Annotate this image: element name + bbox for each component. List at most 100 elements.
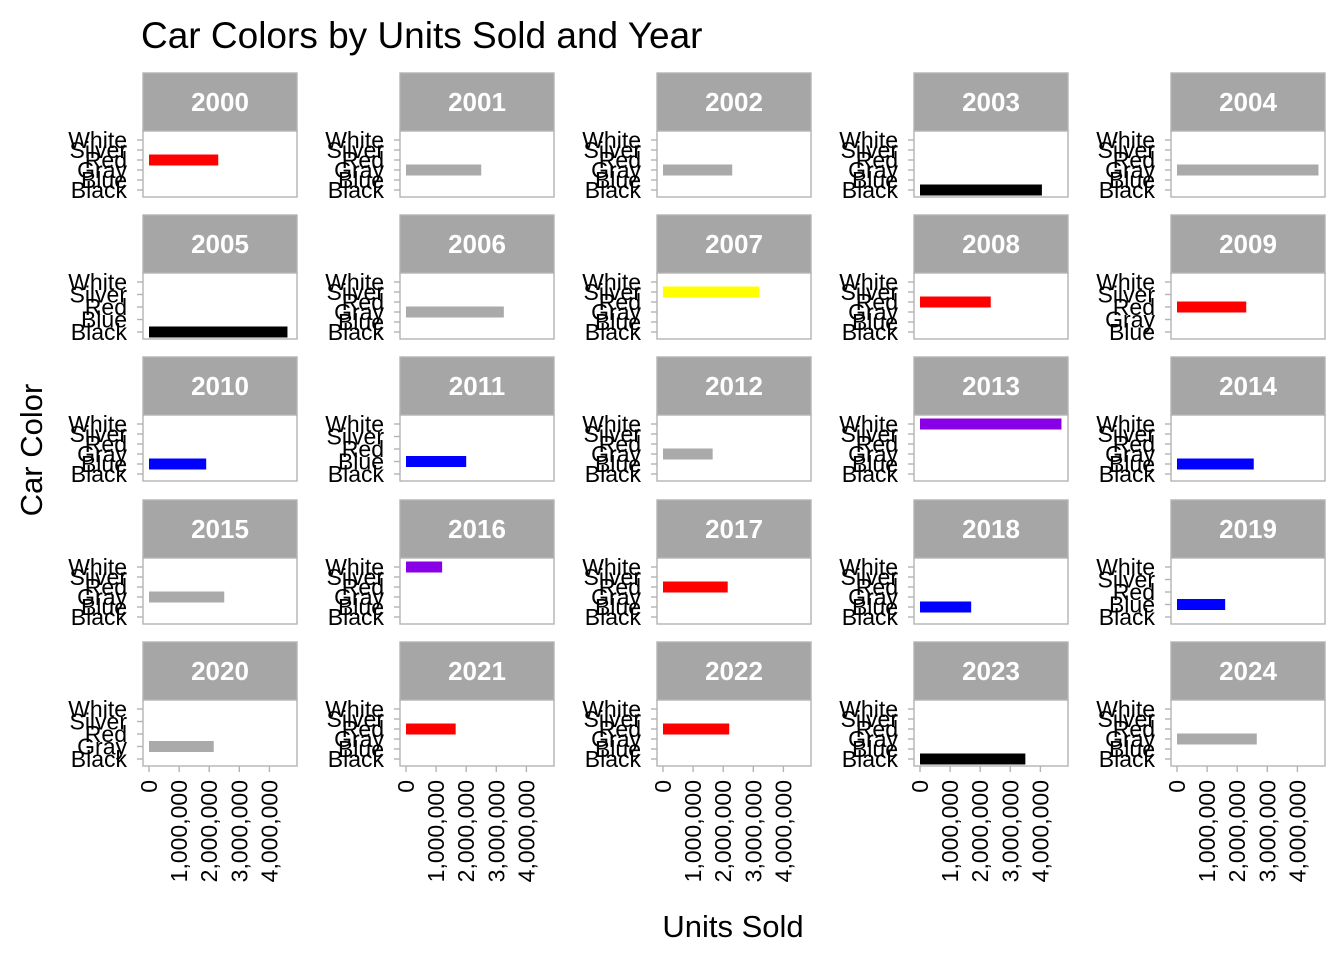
facet-strip-label: 2007 bbox=[705, 229, 763, 259]
facet-strip-label: 2005 bbox=[191, 229, 249, 259]
x-tick-label: 2,000,000 bbox=[1224, 780, 1250, 882]
y-tick-label: White bbox=[325, 554, 384, 580]
y-tick-label: White bbox=[839, 269, 898, 295]
y-tick-label: Silver bbox=[326, 706, 384, 732]
x-tick-label: 4,000,000 bbox=[1284, 780, 1310, 882]
y-tick-label: White bbox=[1096, 269, 1155, 295]
facet-strip-label: 2023 bbox=[962, 656, 1020, 686]
bar-white bbox=[406, 561, 443, 573]
y-tick-label: Gray bbox=[1105, 157, 1155, 183]
y-tick-label: Silver bbox=[69, 421, 127, 447]
facet-strip-label: 2015 bbox=[191, 514, 249, 544]
panel-area bbox=[399, 272, 555, 340]
x-tick-label: 1,000,000 bbox=[1194, 780, 1220, 882]
y-tick-label: Black bbox=[585, 177, 642, 203]
y-tick-label: Silver bbox=[1097, 282, 1155, 308]
x-tick-label: 3,000,000 bbox=[483, 780, 509, 882]
y-tick-label: White bbox=[325, 696, 384, 722]
panel-area bbox=[399, 130, 555, 198]
y-tick-label: Black bbox=[328, 746, 385, 772]
chart-title: Car Colors by Units Sold and Year bbox=[141, 15, 702, 56]
bar-silver bbox=[663, 286, 760, 298]
y-tick-label: Silver bbox=[69, 282, 127, 308]
y-tick-label: Black bbox=[585, 319, 642, 345]
bar-gray bbox=[663, 164, 733, 176]
y-tick-label: Blue bbox=[1109, 319, 1155, 345]
y-tick-label: Blue bbox=[852, 167, 898, 193]
y-tick-label: Blue bbox=[81, 594, 127, 620]
facet-strip bbox=[399, 641, 555, 701]
y-tick-label: White bbox=[1096, 696, 1155, 722]
y-tick-label: Red bbox=[1113, 294, 1155, 320]
y-tick-label: Red bbox=[856, 574, 898, 600]
y-tick-label: Gray bbox=[334, 726, 384, 752]
y-tick-label: Red bbox=[342, 716, 384, 742]
y-tick-label: Gray bbox=[848, 299, 898, 325]
facet-strip-label: 2021 bbox=[448, 656, 506, 686]
y-tick-label: Silver bbox=[583, 564, 641, 590]
y-tick-label: Red bbox=[342, 574, 384, 600]
x-tick-label: 1,000,000 bbox=[937, 780, 963, 882]
facet-strip bbox=[399, 499, 555, 559]
x-tick-label: 2,000,000 bbox=[196, 780, 222, 882]
y-tick-label: Black bbox=[842, 319, 899, 345]
y-tick-label: Silver bbox=[326, 279, 384, 305]
y-tick-label: Blue bbox=[852, 736, 898, 762]
y-tick-label: Blue bbox=[595, 451, 641, 477]
y-tick-label: Blue bbox=[595, 309, 641, 335]
y-tick-label: Red bbox=[1113, 716, 1155, 742]
y-tick-label: Blue bbox=[852, 594, 898, 620]
y-tick-label: White bbox=[68, 554, 127, 580]
panel-area bbox=[656, 130, 812, 198]
y-tick-label: Silver bbox=[840, 421, 898, 447]
panel-area bbox=[142, 414, 298, 482]
y-tick-label: White bbox=[582, 696, 641, 722]
facet-strip bbox=[142, 72, 298, 132]
y-tick-label: Black bbox=[328, 604, 385, 630]
y-tick-label: White bbox=[839, 127, 898, 153]
y-tick-label: Black bbox=[842, 461, 899, 487]
y-axis-title: Car Color bbox=[14, 384, 49, 517]
facet-strip-label: 2019 bbox=[1219, 514, 1277, 544]
y-tick-label: Black bbox=[1099, 177, 1156, 203]
bar-gray bbox=[406, 306, 504, 318]
facet-strip bbox=[142, 499, 298, 559]
y-tick-label: Blue bbox=[81, 167, 127, 193]
bar-gray bbox=[406, 164, 482, 176]
facet-panels: 2000BlackBlueGrayRedSilverWhite2001Black… bbox=[68, 72, 1326, 882]
y-tick-label: Silver bbox=[840, 706, 898, 732]
panel-area bbox=[656, 414, 812, 482]
x-tick-label: 4,000,000 bbox=[1027, 780, 1053, 882]
y-tick-label: Red bbox=[342, 147, 384, 173]
y-tick-label: Red bbox=[856, 147, 898, 173]
bar-blue bbox=[1177, 599, 1226, 610]
y-tick-label: Blue bbox=[595, 167, 641, 193]
y-tick-label: Red bbox=[342, 289, 384, 315]
facet-strip bbox=[399, 214, 555, 274]
y-tick-label: Gray bbox=[1105, 726, 1155, 752]
facet-strip-label: 2009 bbox=[1219, 229, 1277, 259]
facet-strip bbox=[399, 72, 555, 132]
bar-blue bbox=[149, 458, 207, 470]
y-tick-label: Gray bbox=[334, 299, 384, 325]
facet-strip-label: 2016 bbox=[448, 514, 506, 544]
y-tick-label: Gray bbox=[77, 584, 127, 610]
bar-blue bbox=[1177, 458, 1254, 470]
x-tick-label: 3,000,000 bbox=[740, 780, 766, 882]
y-tick-label: Silver bbox=[326, 424, 384, 450]
y-tick-label: Red bbox=[856, 289, 898, 315]
x-tick-label: 0 bbox=[907, 780, 933, 793]
facet-strip-label: 2017 bbox=[705, 514, 763, 544]
y-tick-label: Blue bbox=[338, 167, 384, 193]
x-tick-label: 0 bbox=[136, 780, 162, 793]
y-tick-label: Black bbox=[328, 319, 385, 345]
y-tick-label: Red bbox=[85, 431, 127, 457]
facet-strip bbox=[656, 356, 812, 416]
